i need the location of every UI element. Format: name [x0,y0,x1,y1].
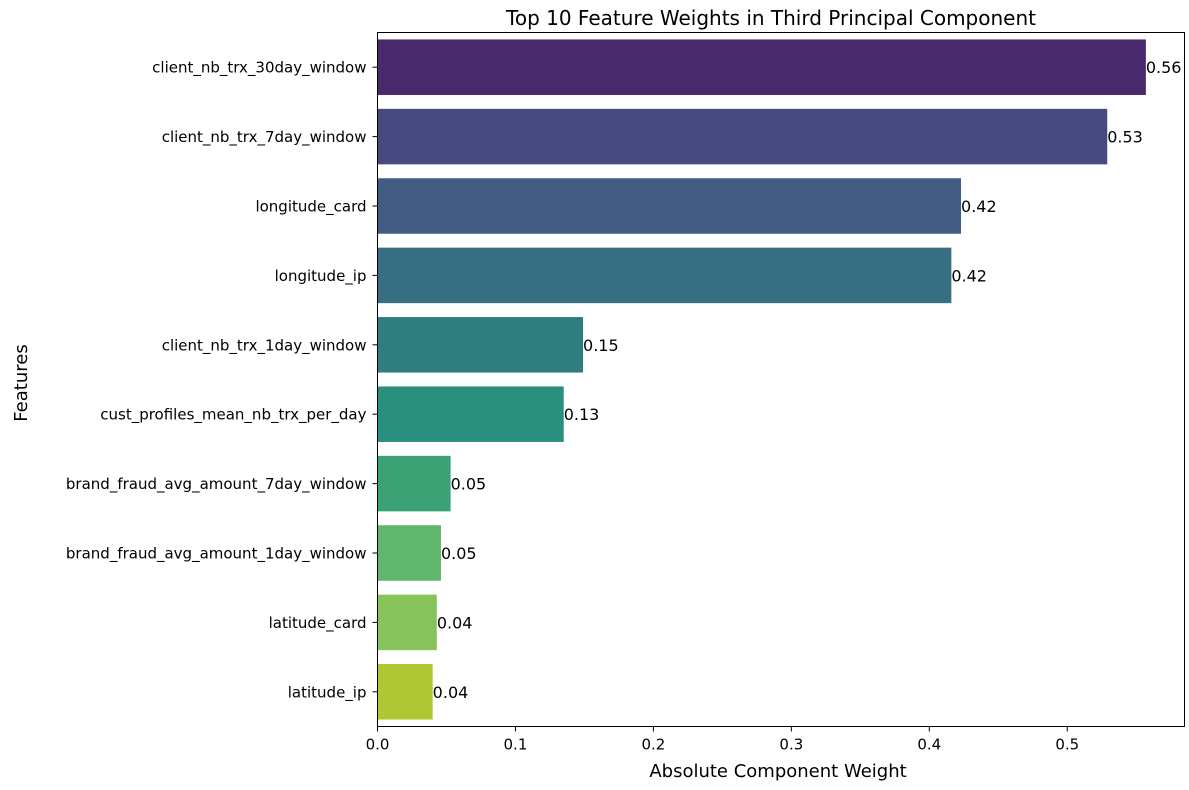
bar-latitude-card [377,594,437,651]
bar-client-nb-trx-1day-window [377,317,584,373]
x-tick-label: 0.2 [641,736,665,754]
bar-value-label: 0.53 [1107,128,1143,147]
y-tick-label: longitude_ip [275,267,367,286]
bar-cust-profiles-mean-nb-trx-per-day [377,386,564,442]
x-tick-label: 0.0 [366,736,390,754]
bar-client-nb-trx-30day-window [377,39,1146,95]
x-tick-label: 0.5 [1055,736,1079,754]
bar-value-label: 0.04 [433,683,469,702]
bar-value-label: 0.05 [451,475,487,494]
bar-client-nb-trx-7day-window [377,108,1108,165]
bar-brand-fraud-avg-amount-1day-window [377,525,441,581]
bar-value-label: 0.56 [1146,58,1182,77]
x-tick-label: 0.4 [917,736,941,754]
x-axis: 0.0 0.1 0.2 0.3 0.4 0.5 [366,726,1079,754]
x-axis-label: Absolute Component Weight [649,761,906,782]
bar-value-label: 0.42 [961,197,997,216]
y-tick-label: client_nb_trx_30day_window [152,59,366,78]
bar-longitude-ip [377,247,952,304]
bar-longitude-card [377,178,962,234]
bar-value-label: 0.04 [437,613,473,632]
y-tick-label: client_nb_trx_1day_window [162,336,367,355]
y-axis-label: Features [11,344,32,421]
bar-value-label: 0.42 [951,266,987,285]
plot-frame [377,32,1185,727]
chart-title: Top 10 Feature Weights in Third Principa… [505,6,1036,30]
y-tick-label: brand_fraud_avg_amount_1day_window [66,545,367,564]
x-tick-label: 0.1 [504,736,528,754]
bars-group [377,39,1146,720]
y-tick-label: client_nb_trx_7day_window [162,128,367,147]
bar-value-label: 0.15 [583,336,619,355]
y-tick-label: latitude_ip [288,683,367,702]
bar-brand-fraud-avg-amount-7day-window [377,455,451,512]
bar-value-label: 0.05 [441,544,477,563]
y-tick-label: brand_fraud_avg_amount_7day_window [66,475,367,494]
y-tick-label: longitude_card [255,198,366,217]
bar-value-label: 0.13 [564,405,600,424]
y-axis: client_nb_trx_30day_window client_nb_trx_… [66,59,378,702]
y-tick-label: latitude_card [269,614,367,633]
bar-labels-group: 0.56 0.53 0.42 0.42 0.15 0.13 0.05 0.05 0.04 0.04 [433,58,1182,702]
x-tick-label: 0.3 [779,736,803,754]
bar-latitude-ip [377,664,433,720]
y-tick-label: cust_profiles_mean_nb_trx_per_day [100,406,366,425]
